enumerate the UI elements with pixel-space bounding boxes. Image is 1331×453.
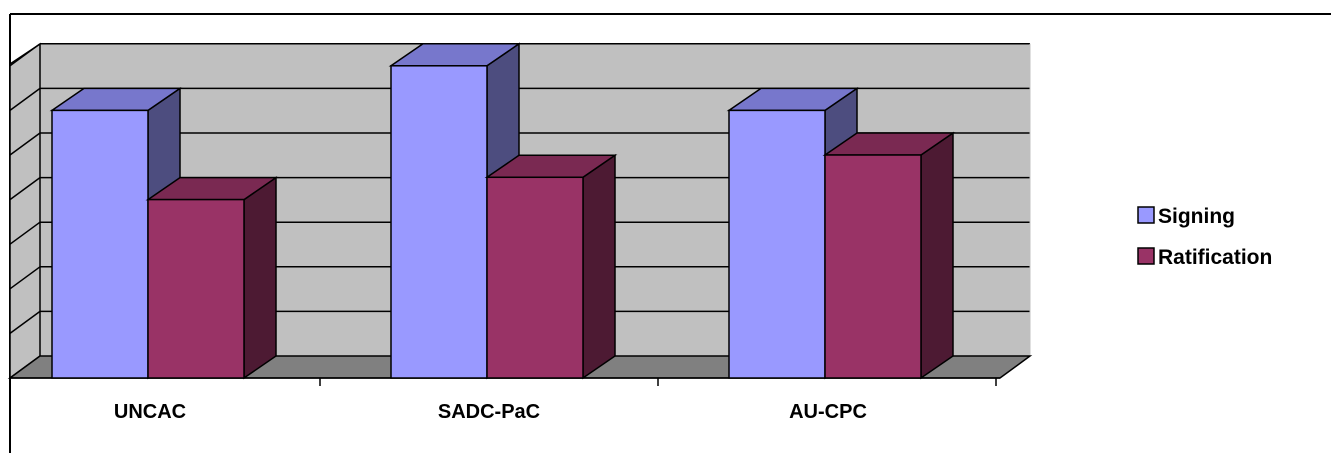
legend-label-signing: Signing bbox=[1158, 205, 1235, 228]
bar-front bbox=[390, 65, 488, 379]
bar-side bbox=[582, 153, 616, 380]
bar-side bbox=[243, 176, 277, 380]
plot-left-wall bbox=[9, 42, 41, 380]
gridline-side bbox=[9, 176, 41, 201]
legend-swatch-ratification bbox=[1137, 247, 1155, 265]
category-label-uncac: UNCAC bbox=[114, 401, 186, 423]
bar-ratification-sadc-pac bbox=[484, 153, 618, 380]
category-label-sadc-pac: SADC-PaC bbox=[438, 401, 540, 423]
bar-front bbox=[51, 109, 149, 379]
bar-side bbox=[920, 131, 954, 380]
legend-swatch-signing bbox=[1137, 206, 1155, 224]
legend-label-ratification: Ratification bbox=[1158, 246, 1272, 269]
gridline-side bbox=[9, 221, 41, 245]
category-label-au-cpc: AU-CPC bbox=[789, 401, 867, 423]
bar-front bbox=[728, 109, 826, 379]
bar-front bbox=[824, 154, 922, 379]
gridline-side bbox=[9, 43, 41, 67]
gridline-side bbox=[9, 132, 41, 156]
bar-front bbox=[147, 198, 245, 379]
legend: Signing Ratification bbox=[1137, 205, 1272, 269]
gridline-side bbox=[9, 266, 41, 290]
gridline-side bbox=[9, 310, 41, 335]
bar-ratification-uncac bbox=[145, 176, 279, 380]
bar-front bbox=[486, 176, 584, 379]
bar-ratification-au-cpc bbox=[822, 131, 956, 380]
gridline-side bbox=[9, 87, 41, 112]
bars bbox=[49, 42, 956, 380]
